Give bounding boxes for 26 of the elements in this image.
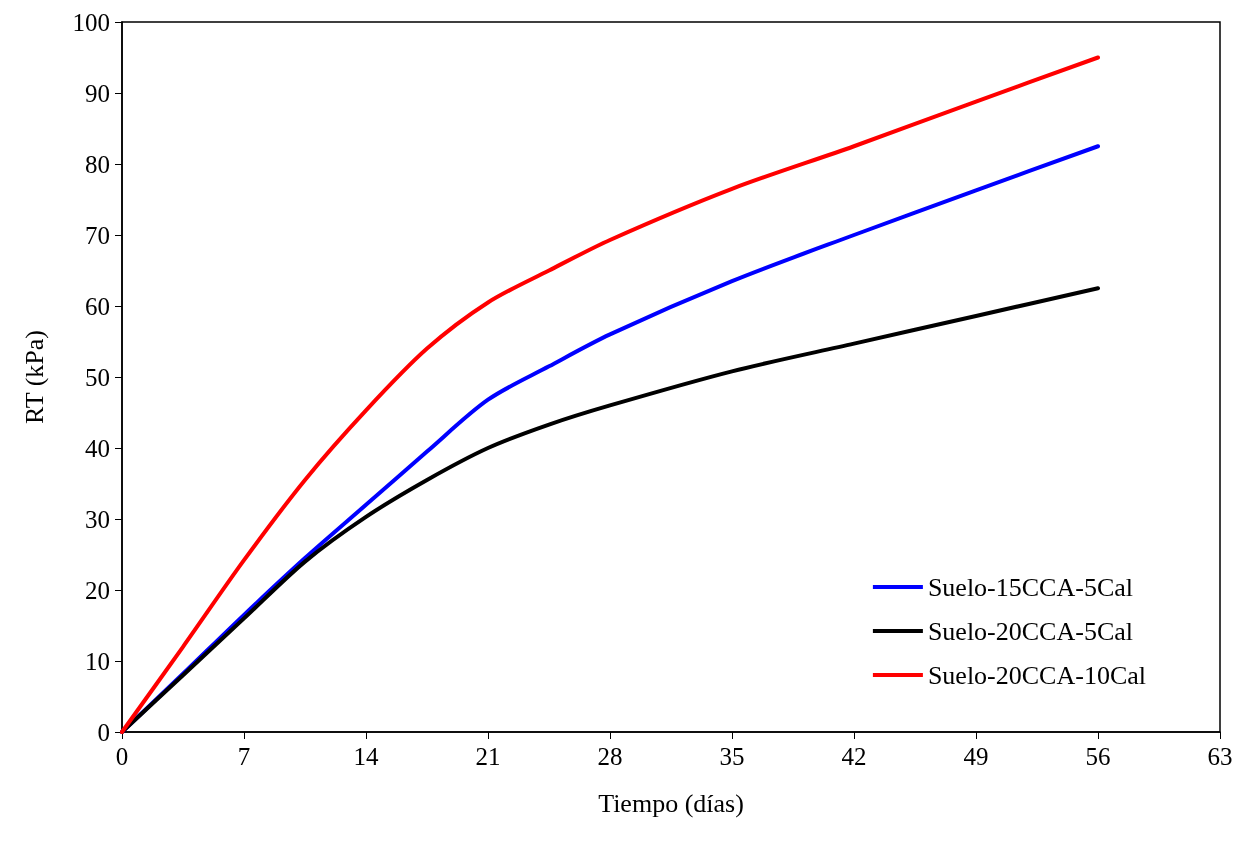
- x-tick-label: 0: [115, 743, 129, 770]
- y-tick-label: 70: [85, 221, 110, 249]
- y-tick-label: 20: [85, 576, 110, 604]
- y-tick-label: 80: [85, 150, 110, 178]
- y-tick-label: 30: [85, 505, 110, 533]
- y-axis-title: RT (kPa): [19, 329, 49, 425]
- x-tick-label: 35: [719, 743, 745, 770]
- x-tick-label: 7: [237, 743, 251, 770]
- x-tick-label: 28: [597, 743, 623, 770]
- x-tick-label: 14: [353, 743, 379, 770]
- y-tick-label: 10: [85, 647, 110, 675]
- legend-label: Suelo-20CCA-5Cal: [927, 616, 1133, 646]
- y-tick-label: 40: [85, 434, 110, 462]
- x-tick-label: 63: [1207, 743, 1233, 770]
- x-tick-label: 49: [963, 743, 989, 770]
- y-tick-label: 50: [85, 363, 110, 391]
- y-tick-label: 60: [85, 292, 110, 320]
- x-axis-title: Tiempo (días): [598, 788, 744, 818]
- x-tick-label: 56: [1085, 743, 1111, 770]
- legend-label: Suelo-20CCA-10Cal: [927, 660, 1146, 690]
- y-tick-label: 90: [85, 79, 110, 107]
- x-tick-label: 21: [475, 743, 501, 770]
- y-tick-label: 0: [97, 718, 110, 746]
- legend-label: Suelo-15CCA-5Cal: [927, 572, 1133, 602]
- y-tick-label: 100: [72, 8, 110, 36]
- x-tick-label: 42: [841, 743, 867, 770]
